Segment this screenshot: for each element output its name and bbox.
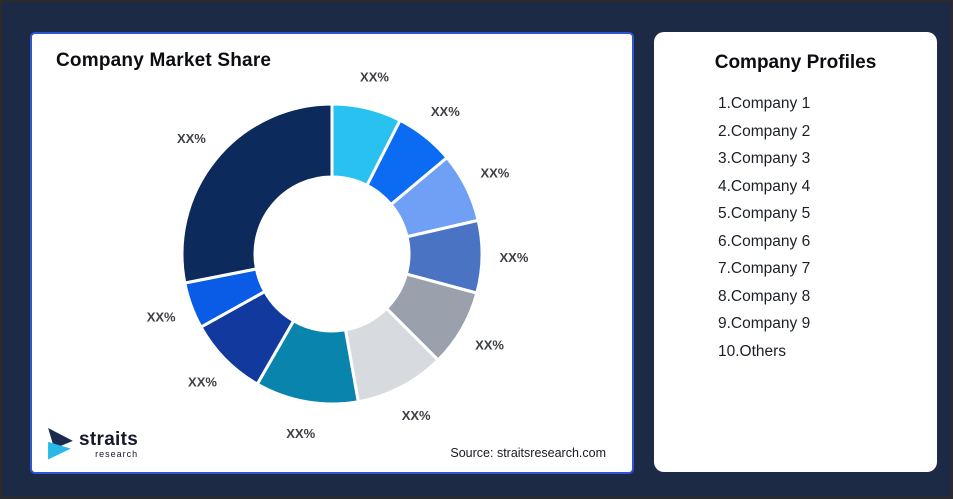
company-profile-item: 3.Company 3 — [718, 150, 811, 167]
segment-percentage-label: XX% — [402, 408, 431, 423]
company-profile-item: 7.Company 7 — [718, 260, 811, 277]
segment-percentage-label: XX% — [500, 250, 529, 265]
profiles-title: Company Profiles — [714, 52, 877, 73]
company-profiles-list: 1.Company 1 2.Company 2 3.Company 3 4.Compa… — [654, 90, 937, 365]
segment-percentage-label: XX% — [431, 104, 460, 119]
company-profile-item: 2.Company 2 — [718, 122, 811, 140]
company-profile-item: 5.Company 5 — [718, 205, 811, 222]
source-text: Source: straitsresearch.com — [450, 446, 606, 460]
segment-percentage-label: XX% — [286, 426, 315, 441]
donut-segment — [180, 102, 334, 285]
company-profile-item: 1.Company 1 — [718, 95, 811, 112]
segment-percentage-label: XX% — [188, 374, 217, 389]
company-profile-item: 6.Company 6 — [718, 232, 811, 250]
segment-percentage-label: XX% — [147, 309, 176, 324]
company-profile-item: 8.Company 8 — [718, 287, 811, 305]
chart-title: Company Market Share — [56, 50, 272, 71]
company-profile-item: 9.Company 9 — [718, 315, 811, 332]
segment-percentage-label: XX% — [475, 338, 504, 353]
company-profile-item: 4.Company 4 — [718, 177, 811, 195]
market-share-card: Company Market Share XX% XX% XX% XX% XX% XX% X… — [30, 32, 634, 474]
segment-percentage-label: XX% — [177, 131, 206, 146]
logo-sub-text: research — [95, 448, 139, 459]
donut-chart: XX% XX% XX% XX% XX% XX% XX% XX% XX% XX% — [147, 70, 529, 441]
segment-percentage-label: XX% — [360, 70, 389, 85]
logo-brand-text: straits — [79, 428, 139, 450]
segment-percentage-label: XX% — [480, 165, 509, 180]
company-profile-item: 10.Others — [718, 342, 787, 360]
straits-logo-icon — [48, 428, 73, 460]
company-profiles-card: Company Profiles 1.Company 1 2.Company 2 3… — [654, 32, 937, 472]
straits-research-logo: straits research — [48, 428, 138, 460]
